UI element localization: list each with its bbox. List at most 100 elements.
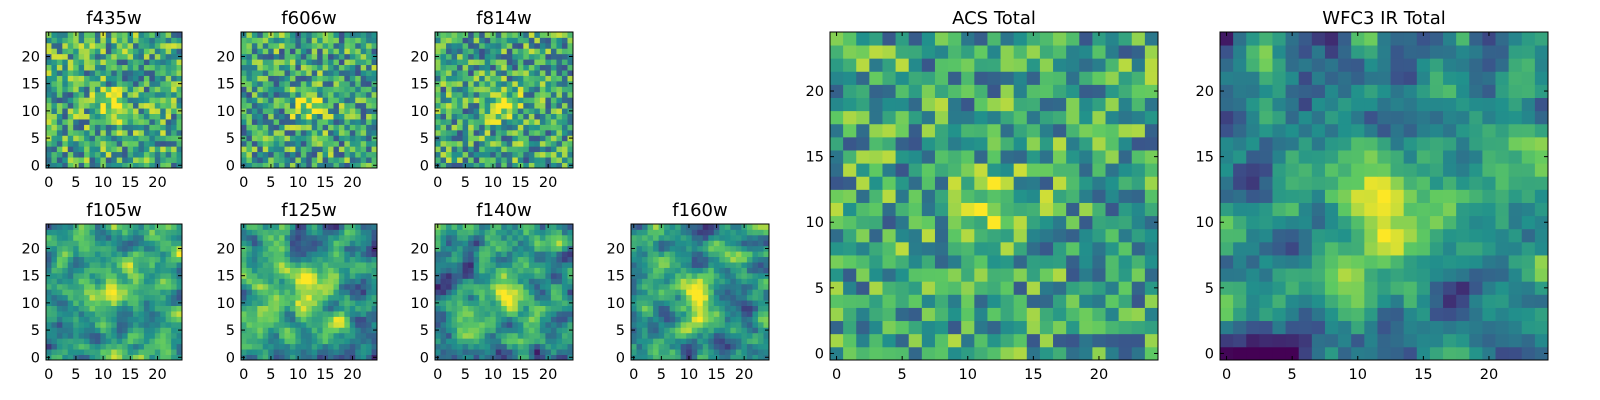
heatmap-cell: [149, 129, 156, 136]
heatmap-cell: [691, 262, 698, 268]
heatmap-cell: [284, 162, 291, 169]
heatmap-cell: [143, 135, 150, 142]
heatmap-cell: [165, 42, 172, 49]
heatmap-cell: [105, 102, 112, 109]
heatmap-cell: [149, 354, 156, 361]
heatmap-cell: [349, 283, 356, 290]
heatmap-cell: [176, 146, 183, 153]
heatmap-cell: [111, 102, 118, 109]
heatmap-cell: [948, 255, 962, 269]
heatmap-cell: [843, 241, 857, 256]
heatmap-cell: [556, 75, 563, 82]
heatmap-cell: [468, 294, 475, 301]
heatmap-cell: [78, 151, 85, 158]
heatmap-cell: [686, 256, 693, 263]
heatmap-cell: [534, 80, 541, 87]
heatmap-cell: [539, 48, 546, 55]
heatmap-cell: [154, 135, 161, 142]
heatmap-cell: [719, 316, 726, 323]
heatmap-cell: [708, 278, 715, 285]
heatmap-cell: [1039, 241, 1054, 256]
heatmap-cell: [719, 349, 726, 355]
heatmap-cell: [724, 327, 731, 334]
heatmap-cell: [262, 157, 269, 163]
heatmap-cell: [371, 151, 378, 158]
heatmap-cell: [479, 37, 486, 44]
heatmap-cell: [371, 289, 378, 296]
heatmap-cell: [1144, 307, 1159, 322]
heatmap-cell: [257, 338, 264, 345]
heatmap-cell: [539, 75, 546, 82]
heatmap-cell: [528, 234, 535, 241]
heatmap-cell: [268, 53, 275, 60]
heatmap-cell: [1000, 163, 1015, 177]
heatmap-cell: [664, 224, 671, 230]
heatmap-cell: [268, 272, 275, 279]
heatmap-cell: [84, 59, 90, 66]
heatmap-cell: [306, 91, 313, 98]
heatmap-cell: [675, 278, 682, 285]
heatmap-cell: [338, 349, 345, 355]
heatmap-cell: [1079, 255, 1093, 269]
heatmap-cell: [257, 289, 264, 296]
y-tick-label: 0: [616, 350, 625, 366]
heatmap-cell: [273, 240, 280, 247]
heatmap-cell: [556, 267, 563, 274]
heatmap-cell: [176, 256, 183, 263]
heatmap-cell: [338, 80, 345, 87]
heatmap-cell: [246, 229, 253, 236]
heatmap-cell: [100, 272, 107, 279]
heatmap-cell: [100, 300, 107, 306]
heatmap-cell: [561, 267, 568, 274]
heatmap-cell: [176, 267, 183, 274]
heatmap-cell: [122, 32, 128, 38]
heatmap-cell: [501, 124, 508, 131]
heatmap-cell: [257, 240, 264, 247]
heatmap-cell: [484, 245, 491, 252]
heatmap-cell: [257, 108, 264, 114]
heatmap-cell: [746, 289, 753, 296]
heatmap-cell: [653, 289, 659, 296]
heatmap-cell: [479, 53, 486, 60]
heatmap-cell: [328, 32, 334, 38]
heatmap-cell: [561, 146, 568, 153]
y-tick-label: 5: [31, 131, 40, 147]
heatmap-cell: [490, 53, 497, 60]
heatmap-cell: [550, 234, 557, 241]
heatmap-cell: [84, 53, 90, 60]
heatmap-cell: [328, 229, 334, 236]
heatmap-cell: [457, 97, 463, 104]
heatmap-cell: [366, 354, 372, 361]
heatmap-cell: [1079, 202, 1093, 217]
heatmap-cell: [73, 311, 80, 317]
heatmap-cell: [138, 86, 145, 93]
heatmap-cell: [100, 124, 107, 131]
y-tick-label: 15: [217, 269, 235, 285]
heatmap-cell: [484, 321, 491, 328]
heatmap-cell: [1079, 163, 1093, 177]
heatmap-cell: [289, 283, 296, 290]
heatmap-cell: [171, 140, 177, 147]
heatmap-cell: [246, 113, 253, 120]
heatmap-cell: [869, 202, 883, 217]
heatmap-cell: [556, 321, 563, 328]
heatmap-cell: [160, 262, 167, 268]
heatmap-cell: [262, 108, 269, 114]
heatmap-cell: [241, 349, 247, 355]
heatmap-cell: [89, 108, 96, 114]
heatmap-cell: [78, 262, 85, 268]
heatmap-cell: [111, 124, 118, 131]
heatmap-cell: [51, 305, 58, 312]
heatmap-cell: [100, 305, 107, 312]
heatmap-cell: [539, 42, 546, 49]
heatmap-cell: [517, 129, 524, 136]
heatmap-cell: [154, 283, 161, 290]
heatmap-cell: [435, 262, 441, 268]
heatmap-cell: [501, 53, 508, 60]
heatmap-cell: [273, 294, 280, 301]
heatmap-cell: [289, 53, 296, 60]
heatmap-cell: [653, 338, 659, 345]
heatmap-cell: [446, 245, 452, 252]
heatmap-cell: [506, 229, 513, 236]
heatmap-cell: [479, 102, 486, 109]
